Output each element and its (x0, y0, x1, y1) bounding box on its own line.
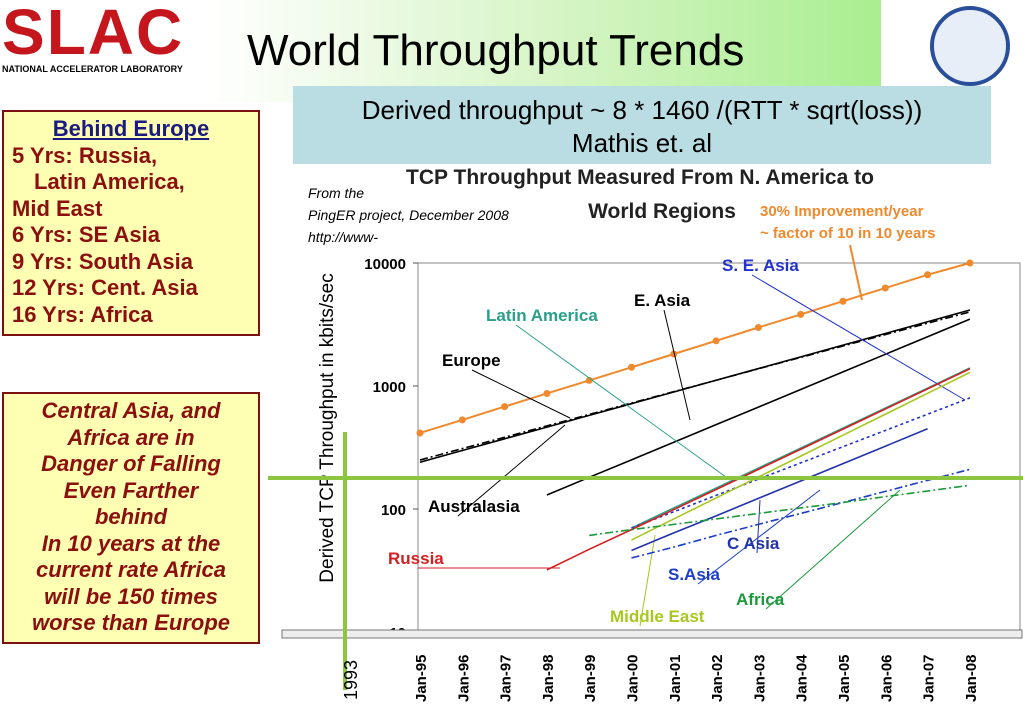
label-arrow (457, 424, 566, 517)
annotation: ~ factor of 10 in 10 years (760, 225, 936, 242)
data-point (966, 259, 974, 267)
logo: SLAC NATIONAL ACCELERATOR LABORATORY (2, 0, 204, 82)
x-tick-label: Jan-04 (794, 654, 811, 702)
x-tick-label: Jan-98 (540, 654, 557, 702)
note-line: 16 Yrs: Africa (12, 301, 153, 327)
source-note: From the (308, 185, 364, 201)
year-marker: 1993 (341, 660, 361, 700)
x-tick-label: Jan-02 (709, 654, 726, 702)
label-arrow (765, 489, 901, 610)
note-line: Even Farther (63, 477, 199, 503)
series-line (631, 371, 971, 541)
data-point (924, 271, 932, 279)
annotation-arrow (849, 244, 863, 301)
subtitle-box: Derived throughput ~ 8 * 1460 /(RTT * sq… (293, 86, 991, 164)
x-tick-label: Jan-03 (751, 654, 768, 702)
note-line: Danger of Falling (41, 451, 221, 476)
x-tick-label: Jan-01 (667, 654, 684, 702)
x-tick-label: Jan-00 (625, 654, 642, 702)
series-label: Africa (736, 590, 785, 609)
series-label: Australasia (428, 497, 520, 516)
title-text: World Throughput Trends (247, 26, 745, 75)
data-point (458, 416, 466, 424)
note-line: Mid East (12, 195, 103, 221)
label-arrow (471, 369, 571, 419)
series-label: S. E. Asia (722, 256, 799, 275)
source-note: PingER project, December 2008 (308, 207, 509, 223)
note-box: Central Asia, and Africa are in Danger of … (2, 392, 260, 644)
x-tick-label: Jan-07 (921, 654, 938, 702)
x-tick-label: Jan-95 (413, 654, 430, 702)
chart-title: World Regions (588, 200, 736, 223)
series-line (419, 262, 971, 434)
y-axis-label: Derived TCP Throughput in kbits/sec (317, 273, 338, 582)
label-arrow (697, 489, 821, 585)
logo-text: SLAC (2, 0, 185, 68)
x-tick-label: Jan-06 (878, 654, 895, 702)
note-line: Latin America, (34, 169, 185, 194)
slide-title: World Throughput Trends (205, 0, 881, 102)
note-line: In 10 years at the (41, 530, 221, 556)
series-line (631, 428, 928, 552)
data-point (712, 337, 720, 345)
chart-title: TCP Throughput Measured From N. America … (406, 166, 874, 189)
series-line (546, 318, 971, 496)
subtitle: Mathis et. al (571, 128, 713, 158)
series-label: Europe (442, 351, 501, 370)
series-label: C Asia (727, 534, 780, 553)
data-point (797, 310, 805, 318)
data-point (543, 389, 551, 397)
note-box: Behind Europe 5 Yrs: Russia, Latin Americ… (2, 110, 260, 336)
data-point (416, 429, 424, 437)
note-line: 5 Yrs: Russia, (12, 142, 158, 168)
note-line: 12 Yrs: Cent. Asia (12, 275, 198, 300)
series-label: Middle East (610, 607, 705, 626)
label-arrow (639, 534, 656, 627)
series-line (589, 484, 971, 537)
label-arrow (515, 324, 731, 481)
note-line: Africa are in (67, 424, 195, 450)
data-point (670, 350, 678, 358)
annotation: 30% Improvement/year (760, 203, 924, 220)
series-label: S.Asia (668, 565, 721, 584)
x-tick-label: Jan-08 (963, 654, 980, 702)
series-label: Latin America (486, 306, 598, 325)
series-line (419, 309, 971, 464)
series-line (631, 397, 971, 529)
x-tick-label: Jan-97 (498, 654, 515, 702)
label-arrow (663, 309, 691, 421)
source-note: http://www- (308, 229, 378, 245)
x-axis-ruler (281, 629, 1023, 639)
note-heading: Behind Europe (52, 116, 210, 141)
data-point (881, 284, 889, 292)
y-tick-label: 1000 (373, 379, 406, 396)
label-arrow (756, 499, 761, 554)
note-line: behind (94, 504, 168, 529)
x-tick-label: Jan-96 (455, 654, 472, 702)
note-line: 6 Yrs: SE Asia (12, 222, 160, 247)
label-arrow (751, 274, 966, 401)
note-line: Central Asia, and (41, 398, 221, 423)
x-tick-label: Jan-99 (582, 654, 599, 702)
data-point (501, 403, 509, 411)
y-tick-label: 100 (381, 502, 406, 519)
series-label: E. Asia (634, 291, 691, 310)
note-line: current rate Africa (36, 557, 226, 582)
logo-sub: NATIONAL ACCELERATOR LABORATORY (2, 64, 183, 74)
subtitle: Derived throughput ~ 8 * 1460 /(RTT * sq… (361, 95, 923, 125)
note-line: will be 150 times (44, 583, 218, 609)
x-tick-label: Jan-05 (836, 654, 853, 702)
seal (930, 6, 1010, 86)
series-line (631, 468, 971, 559)
data-point (754, 323, 762, 331)
series-label: Russia (388, 549, 444, 568)
note-line: worse than Europe (31, 610, 231, 635)
data-point (839, 297, 847, 305)
series-line (546, 367, 971, 571)
data-point (628, 363, 635, 371)
note-line: 9 Yrs: South Asia (12, 248, 193, 274)
y-tick-label: 10000 (364, 256, 406, 273)
